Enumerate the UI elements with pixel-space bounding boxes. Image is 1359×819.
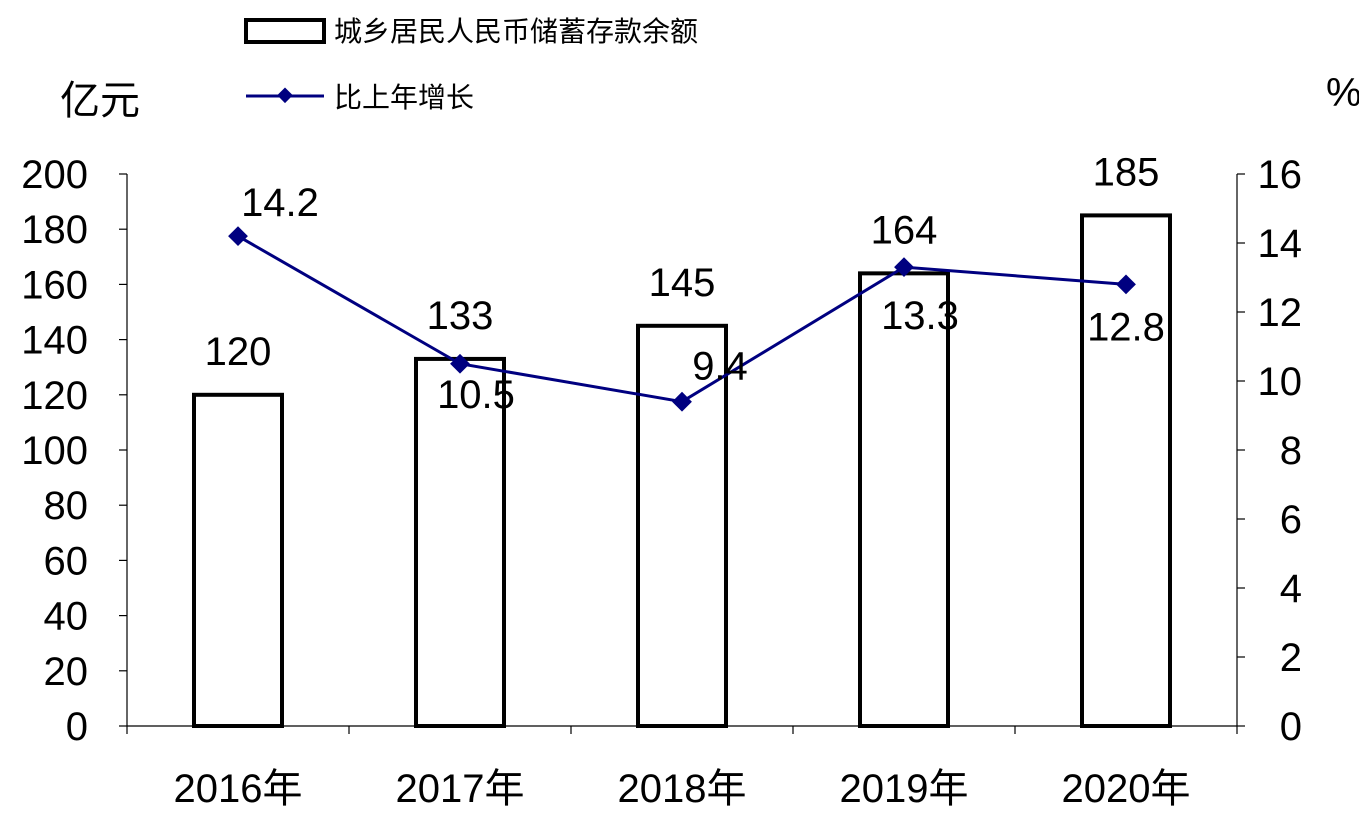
right-axis-tick-label: 14 [1258,222,1303,266]
legend-bar-label: 城乡居民人民币储蓄存款余额 [334,16,698,47]
line-data-labels: 14.2 10.5 9.4 13.3 12.8 [241,181,1165,417]
growth-value-label: 10.5 [437,373,515,417]
legend-bar-swatch [244,18,326,44]
growth-marker [1116,274,1136,295]
left-axis-ticks: 0 20 40 60 80 100 120 140 160 180 200 [21,153,127,749]
bar-value-label: 120 [205,330,272,374]
growth-marker [450,353,470,374]
category-label: 2019年 [840,767,969,811]
legend: 城乡居民人民币储蓄存款余额 比上年增长 [244,16,698,113]
left-axis-tick-label: 120 [21,374,88,418]
right-axis-tick-label: 12 [1258,291,1303,335]
right-axis-tick-label: 8 [1280,429,1302,473]
bar-value-label: 185 [1093,150,1160,194]
left-axis-tick-label: 140 [21,319,88,363]
growth-marker [228,226,248,246]
left-axis-tick-label: 160 [21,263,88,307]
bar-value-label: 133 [427,294,494,338]
growth-value-label: 14.2 [241,181,319,225]
bar-series [192,213,1172,728]
left-axis-tick-label: 80 [44,484,89,528]
left-axis-tick-label: 180 [21,208,88,252]
growth-marker [894,257,914,278]
left-axis-unit-label: 亿元 [60,79,140,123]
bar [1080,213,1172,728]
right-axis-tick-label: 10 [1258,360,1303,404]
category-label: 2018年 [618,767,747,811]
right-axis-tick-label: 2 [1280,636,1302,680]
left-axis-tick-label: 60 [44,539,89,583]
bar [192,392,284,728]
right-axis-tick-label: 4 [1280,567,1302,611]
x-axis-ticks [126,726,1238,734]
right-axis-tick-label: 0 [1280,705,1302,749]
bar-value-label: 145 [649,261,716,305]
right-axis-unit-label: % [1326,71,1359,115]
right-axis-ticks: 0 2 4 6 8 10 12 14 16 [1237,153,1302,749]
growth-value-label: 13.3 [881,294,959,338]
right-axis-tick-label: 16 [1258,153,1303,197]
left-axis-tick-label: 40 [44,595,89,639]
growth-marker [672,391,692,412]
bar [858,271,950,728]
bar-value-label: 164 [871,208,938,252]
category-labels: 2016年 2017年 2018年 2019年 2020年 [174,767,1191,811]
right-axis-tick-label: 6 [1280,498,1302,542]
left-axis-tick-label: 100 [21,429,88,473]
legend-line-label: 比上年增长 [334,82,474,113]
bar-data-labels: 120 133 145 164 185 [205,150,1160,373]
category-label: 2020年 [1062,767,1191,811]
growth-value-label: 12.8 [1087,305,1165,349]
bar [414,356,506,728]
line-series [228,226,1136,412]
growth-value-label: 9.4 [692,345,748,389]
category-label: 2016年 [174,767,303,811]
left-axis-tick-label: 0 [66,705,88,749]
category-label: 2017年 [396,767,525,811]
legend-line-marker [277,87,293,104]
left-axis-tick-label: 200 [21,153,88,197]
left-axis-tick-label: 20 [44,650,89,694]
